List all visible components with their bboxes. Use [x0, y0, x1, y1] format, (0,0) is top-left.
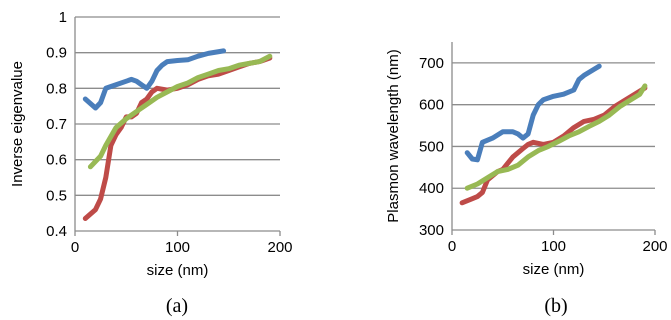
panel-label: (a): [166, 295, 188, 317]
chart-panel-b: 300 400 500 600 700 0 100 200 size (nm) Plasmon w…: [385, 42, 668, 317]
y-tick-label: 400: [419, 180, 444, 197]
x-tick-label: 0: [448, 238, 456, 255]
y-tick-label: 0.5: [46, 187, 67, 204]
x-tick-label: 200: [267, 239, 292, 256]
y-axis-title: Inverse eigenvalue: [9, 61, 26, 187]
series-line-red: [82, 55, 273, 221]
x-tick-label: 100: [541, 238, 566, 255]
series-line-blue: [82, 48, 227, 111]
y-tick-label: 0.6: [46, 152, 67, 169]
y-tick-label: 0.7: [46, 116, 67, 133]
y-tick-label: 0.8: [46, 80, 67, 97]
x-tick-label: 200: [642, 238, 667, 255]
y-tick-label: 300: [419, 222, 444, 239]
x-tick-label: 100: [165, 239, 190, 256]
chart-panel-a: 0.4 0.5 0.6 0.7 0.8 0.9 1 0 100 200 size (nm) Inver…: [9, 9, 293, 317]
y-tick-label: 700: [419, 55, 444, 72]
panel-label: (b): [544, 295, 567, 317]
y-tick-label: 0.9: [46, 45, 67, 62]
y-tick-label: 0.4: [46, 223, 67, 240]
x-axis-title: size (nm): [147, 262, 209, 279]
series-line-green: [464, 83, 648, 191]
y-axis-title: Plasmon wavelength (nm): [385, 49, 402, 222]
series-line-blue: [464, 63, 602, 163]
y-tick-label: 1: [59, 9, 67, 26]
y-tick-label: 600: [419, 97, 444, 114]
x-axis-title: size (nm): [523, 261, 585, 278]
y-tick-label: 500: [419, 138, 444, 155]
series-line-green: [87, 53, 273, 170]
x-tick-label: 0: [71, 239, 79, 256]
